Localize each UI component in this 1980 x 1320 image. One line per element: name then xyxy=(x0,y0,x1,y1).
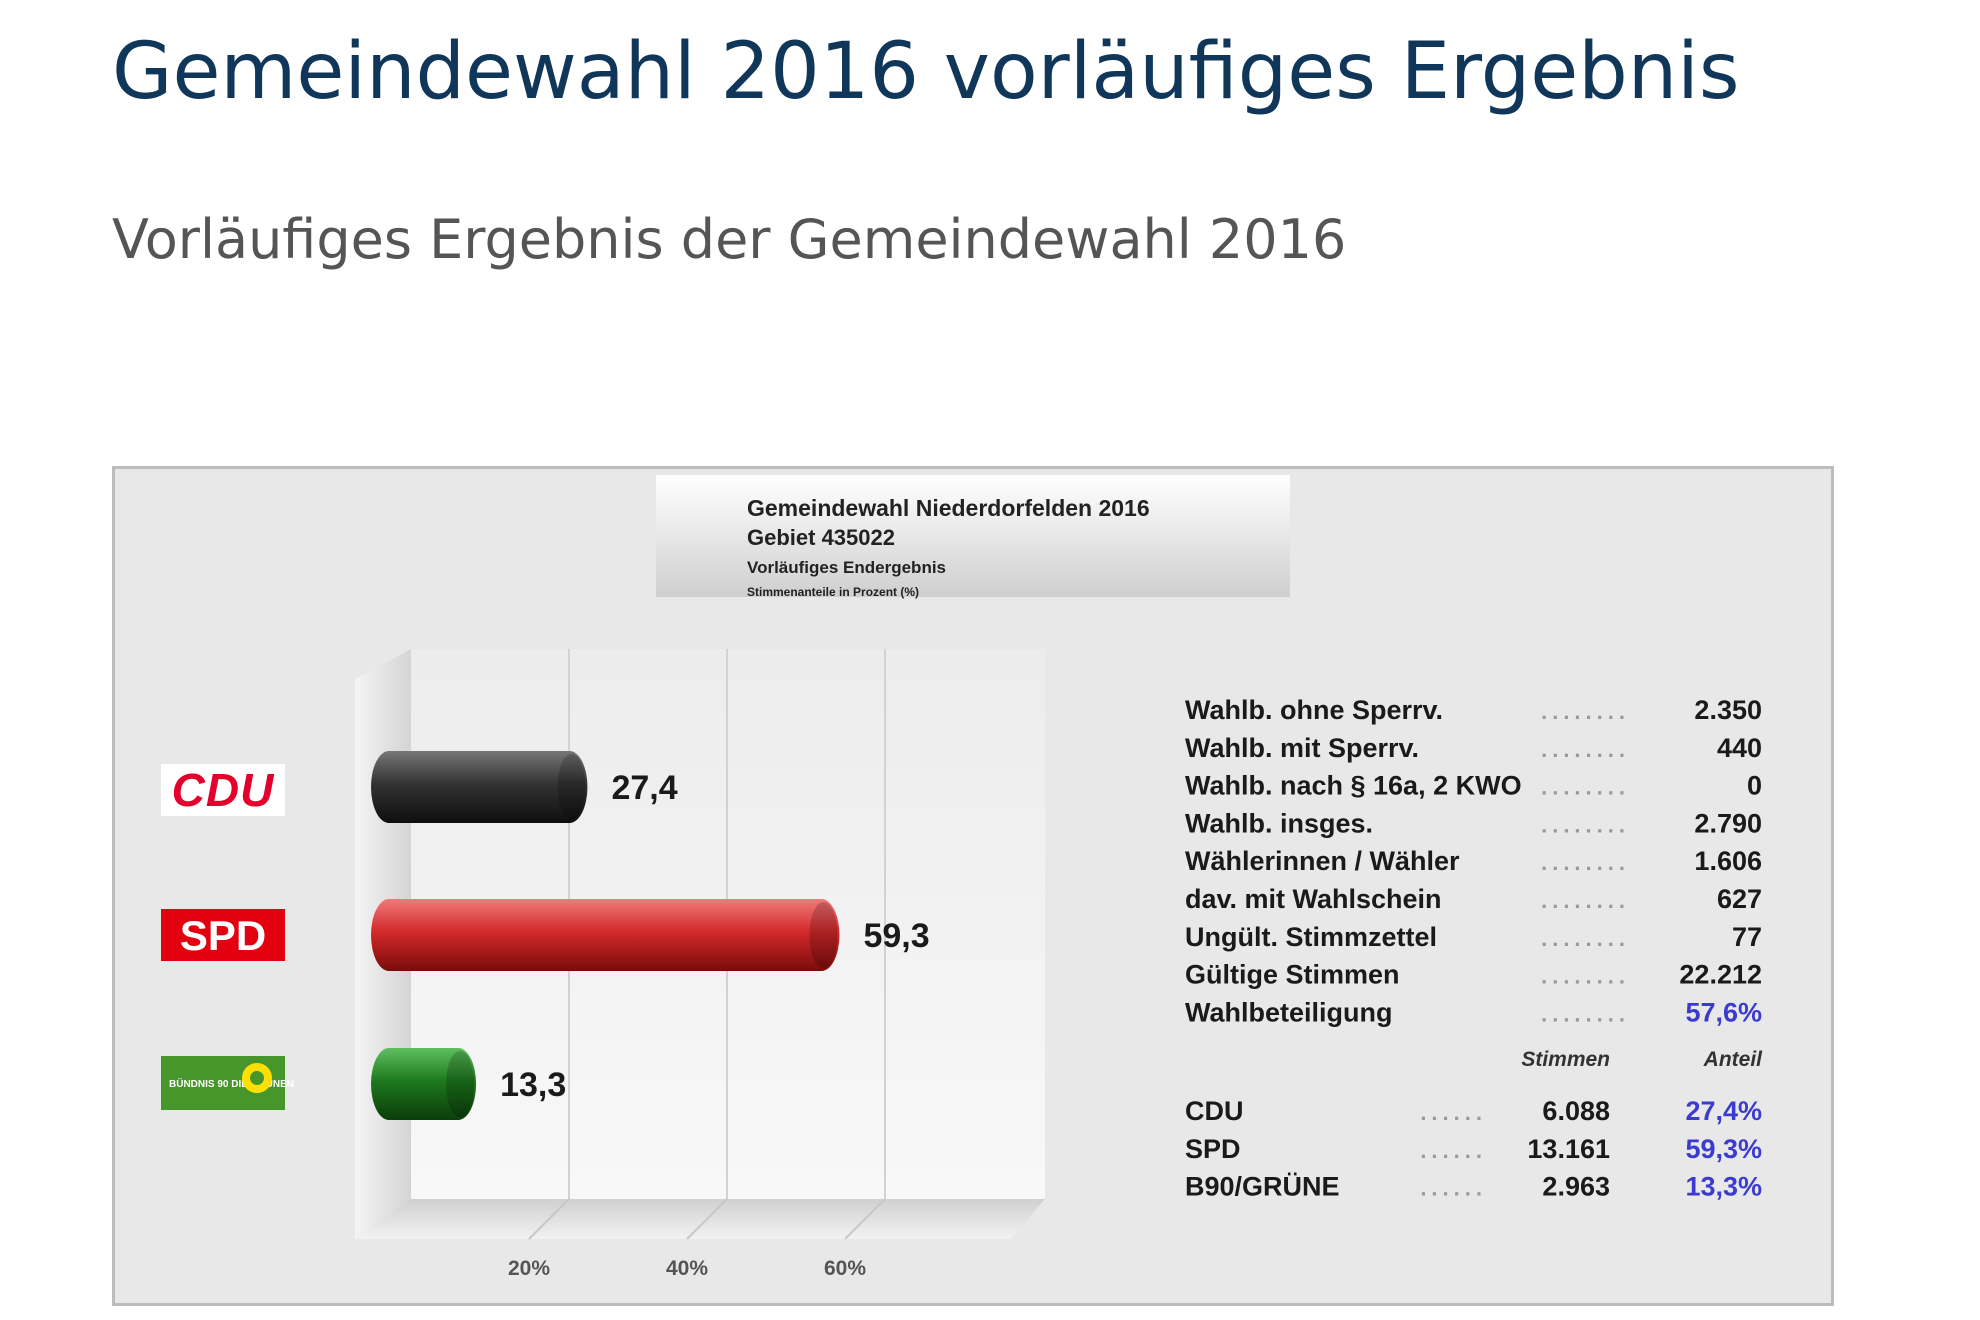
stat-label: Wahlb. nach § 16a, 2 KWO xyxy=(1185,771,1522,801)
stat-label: Ungült. Stimmzettel xyxy=(1185,922,1437,952)
cdu-logo-text: CDU xyxy=(172,764,275,816)
bar-cdu xyxy=(371,751,588,823)
bar-spd xyxy=(371,899,840,971)
dot-leader: ...... xyxy=(1420,1176,1487,1201)
x-tick-label: 60% xyxy=(824,1257,866,1280)
spd-logo-bg xyxy=(161,909,285,961)
plot-floor xyxy=(355,1199,1045,1239)
result-share: 59,3% xyxy=(1685,1134,1762,1164)
stat-label: Wahlbeteiligung xyxy=(1185,997,1392,1027)
bars xyxy=(371,751,840,1120)
dot-leader: ........ xyxy=(1541,699,1630,724)
cdu-logo-bg xyxy=(161,764,285,816)
dot-leader: ........ xyxy=(1541,775,1630,800)
stat-value: 0 xyxy=(1747,771,1762,801)
floor-grid-lines xyxy=(528,1198,886,1240)
stat-value: 22.212 xyxy=(1679,960,1762,990)
dot-leader: ........ xyxy=(1541,737,1630,762)
spd-logo-text: SPD xyxy=(180,912,266,959)
chart-header-box xyxy=(656,475,1290,597)
x-tick-label: 40% xyxy=(666,1257,708,1280)
page-subtitle: Vorläufiges Ergebnis der Gemeindewahl 20… xyxy=(112,208,1347,271)
x-axis-ticks: 20% 40% 60% xyxy=(508,1257,866,1280)
floor-gridline xyxy=(686,1198,728,1240)
bar-b90grne xyxy=(371,1048,477,1120)
dot-leader: ...... xyxy=(1420,1138,1487,1163)
stat-label: Wahlb. ohne Sperrv. xyxy=(1185,695,1443,725)
result-party: CDU xyxy=(1185,1096,1244,1126)
result-party: SPD xyxy=(1185,1134,1241,1164)
bar-value-labels: 27,4 59,3 13,3 xyxy=(500,769,930,1104)
bar-value-label: 13,3 xyxy=(500,1066,566,1104)
stat-value: 2.790 xyxy=(1694,808,1762,838)
chart-header-line2: Gebiet 435022 xyxy=(747,525,895,550)
chart-header-line1: Gemeindewahl Niederdorfelden 2016 xyxy=(747,495,1150,521)
stat-label: dav. mit Wahlschein xyxy=(1185,884,1442,914)
stat-value: 2.350 xyxy=(1694,695,1762,725)
chart-header-line4: Stimmenanteile in Prozent (%) xyxy=(747,585,919,599)
stat-value: 440 xyxy=(1717,733,1762,763)
bar-end-cap xyxy=(809,902,838,968)
gruene-logo: BÜNDNIS 90 DIE GRÜNEN xyxy=(161,1056,294,1110)
floor-gridline xyxy=(528,1198,570,1240)
floor-gridline xyxy=(844,1198,886,1240)
dot-leader: ........ xyxy=(1541,888,1630,913)
stat-value: 1.606 xyxy=(1694,846,1762,876)
result-share: 13,3% xyxy=(1685,1172,1762,1202)
election-chart-svg: Gemeindewahl Niederdorfelden 2016 Gebiet… xyxy=(161,475,1764,1280)
dot-leader: ...... xyxy=(1420,1100,1487,1125)
spd-logo: SPD xyxy=(161,909,285,961)
stat-value: 57,6% xyxy=(1685,997,1762,1027)
results-header-share: Anteil xyxy=(1703,1048,1764,1071)
stat-label: Gültige Stimmen xyxy=(1185,960,1400,990)
stat-label: Wahlb. mit Sperrv. xyxy=(1185,733,1419,763)
chart-header-line3: Vorläufiges Endergebnis xyxy=(747,558,946,577)
sunflower-icon xyxy=(242,1063,272,1093)
statistics-table: Wahlb. ohne Sperrv......... 2.350 Wahlb. m… xyxy=(1185,695,1762,1027)
results-table: CDU...... 6.088 27,4% SPD...... 13.161 59,3% B… xyxy=(1185,1096,1762,1202)
result-votes: 6.088 xyxy=(1542,1096,1610,1126)
results-header-votes: Stimmen xyxy=(1521,1048,1610,1071)
bar-value-label: 27,4 xyxy=(611,769,677,807)
dot-leader: ........ xyxy=(1541,812,1630,837)
result-share: 27,4% xyxy=(1685,1096,1762,1126)
x-tick-label: 20% xyxy=(508,1257,550,1280)
bar-value-label: 59,3 xyxy=(863,917,929,955)
election-chart: Gemeindewahl Niederdorfelden 2016 Gebiet… xyxy=(112,466,1834,1306)
stat-value: 627 xyxy=(1717,884,1762,914)
dot-leader: ........ xyxy=(1541,1001,1630,1026)
dot-leader: ........ xyxy=(1541,926,1630,951)
cdu-logo: CDU xyxy=(161,764,285,816)
result-votes: 13.161 xyxy=(1527,1134,1610,1164)
dot-leader: ........ xyxy=(1541,964,1630,989)
page-title: Gemeindewahl 2016 vorläufiges Ergebnis xyxy=(112,27,1740,117)
bar-end-cap xyxy=(446,1051,475,1117)
gruene-logo-text: BÜNDNIS 90 DIE GRÜNEN xyxy=(169,1077,294,1090)
bar-end-cap xyxy=(557,754,586,820)
result-votes: 2.963 xyxy=(1542,1172,1610,1202)
stat-label: Wählerinnen / Wähler xyxy=(1185,846,1460,876)
result-party: B90/GRÜNE xyxy=(1185,1172,1340,1202)
stat-label: Wahlb. insges. xyxy=(1185,808,1373,838)
stat-value: 77 xyxy=(1732,922,1762,952)
dot-leader: ........ xyxy=(1541,850,1630,875)
